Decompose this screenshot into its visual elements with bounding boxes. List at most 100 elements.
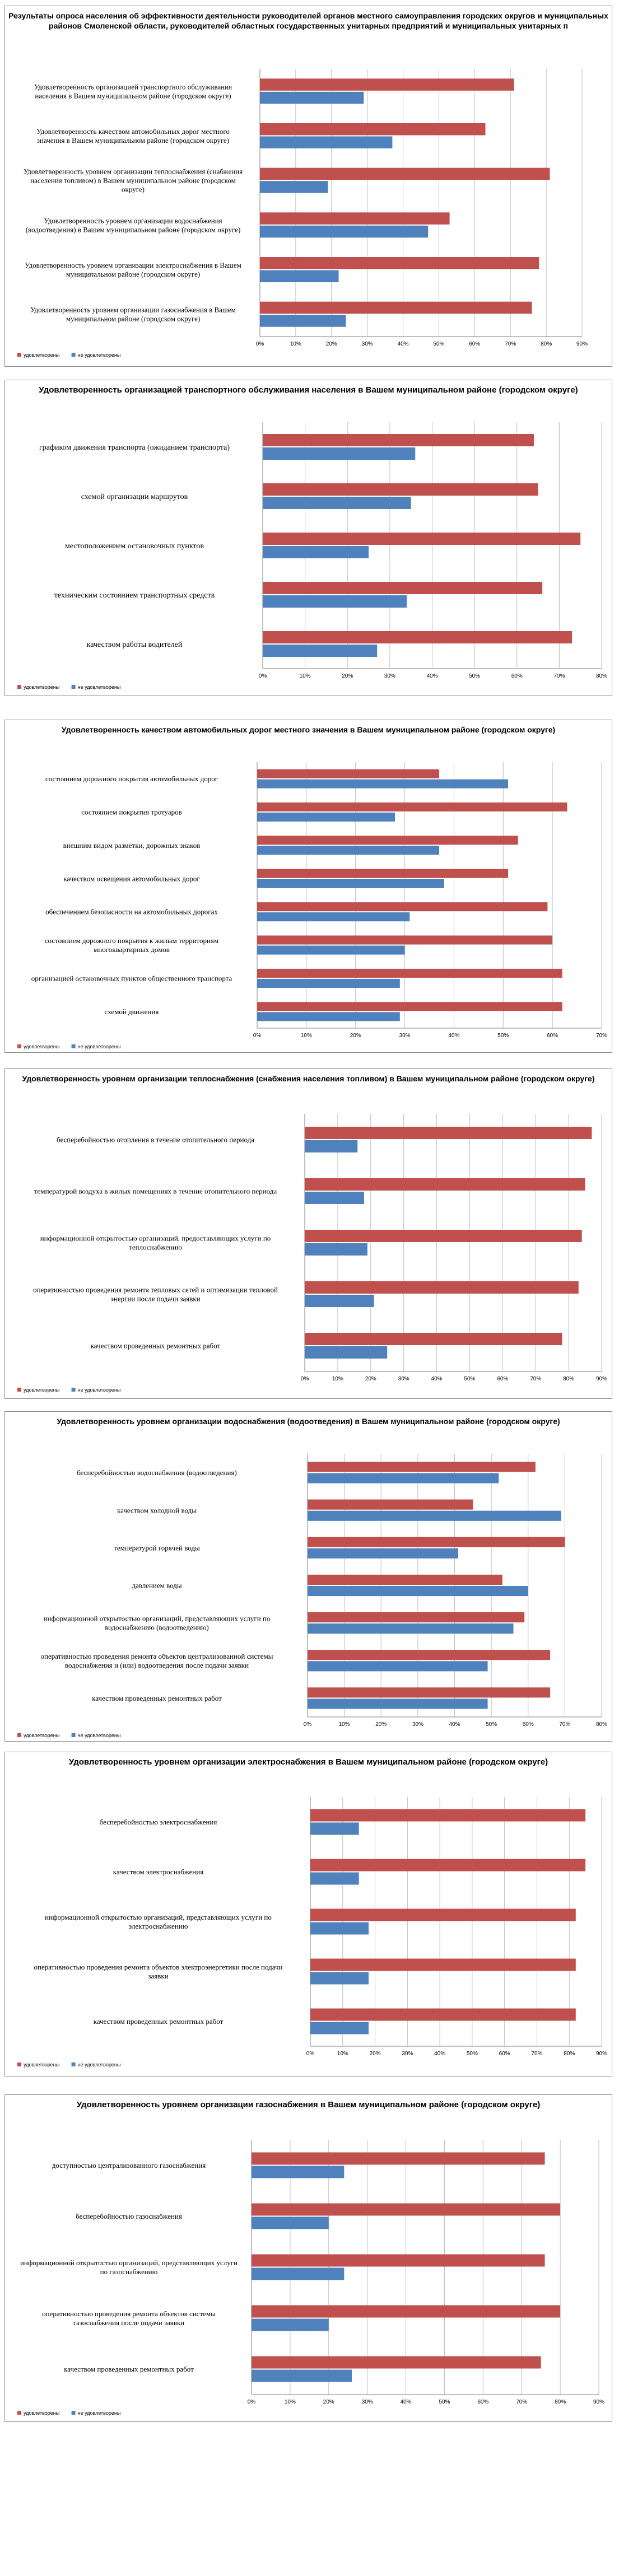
bar-satisfied bbox=[257, 802, 567, 812]
category-label: оперативностью проведения ремонта объект… bbox=[34, 1963, 283, 1980]
category-label: бесперебойностью отопления в течение ото… bbox=[57, 1136, 254, 1144]
category-label: бесперебойностью газоснабжения bbox=[76, 2212, 182, 2220]
bar-not-satisfied bbox=[310, 1972, 369, 1985]
bar-satisfied bbox=[310, 1809, 586, 1822]
bar-satisfied bbox=[257, 869, 509, 878]
bar-not-satisfied bbox=[252, 2369, 352, 2382]
bar-satisfied bbox=[252, 2305, 561, 2318]
x-tick-label: 80% bbox=[541, 341, 552, 347]
bar-not-satisfied bbox=[257, 945, 405, 955]
x-tick-label: 30% bbox=[402, 2051, 413, 2057]
bar-satisfied bbox=[308, 1574, 502, 1585]
x-tick-label: 0% bbox=[301, 1376, 309, 1382]
bar-satisfied bbox=[305, 1178, 585, 1191]
bar-not-satisfied bbox=[263, 497, 411, 509]
bar-satisfied bbox=[260, 212, 450, 225]
bar-not-satisfied bbox=[260, 181, 328, 193]
bar-satisfied bbox=[305, 1127, 592, 1139]
x-tick-label: 90% bbox=[593, 2399, 604, 2405]
category-label: техническим состоянием транспортных сред… bbox=[54, 591, 215, 600]
bar-not-satisfied bbox=[260, 136, 393, 149]
legend-label: не удовлетворены bbox=[78, 684, 121, 690]
category-label: информационной открытостью организаций, … bbox=[44, 1614, 271, 1632]
legend-label: удовлетворены bbox=[24, 1733, 59, 1738]
x-tick-label: 50% bbox=[497, 1033, 509, 1039]
x-tick-label: 10% bbox=[339, 1721, 350, 1728]
legend-label: удовлетворены bbox=[24, 1044, 59, 1049]
x-tick-label: 30% bbox=[412, 1721, 423, 1728]
category-label: температурой горячей воды bbox=[114, 1543, 200, 1552]
x-tick-label: 70% bbox=[505, 341, 516, 347]
legend-label: удовлетворены bbox=[24, 2062, 59, 2068]
bar-satisfied bbox=[260, 123, 486, 136]
x-tick-label: 20% bbox=[326, 341, 337, 347]
bar-not-satisfied bbox=[305, 1192, 364, 1204]
x-tick-label: 0% bbox=[259, 673, 267, 679]
bar-satisfied bbox=[257, 769, 440, 778]
bar-not-satisfied bbox=[305, 1140, 358, 1152]
bar-satisfied bbox=[260, 78, 514, 91]
x-tick-label: 20% bbox=[375, 1721, 387, 1728]
x-tick-label: 30% bbox=[399, 1033, 411, 1039]
x-tick-label: 70% bbox=[516, 2399, 527, 2405]
x-tick-label: 40% bbox=[449, 1721, 460, 1728]
x-tick-label: 80% bbox=[596, 1721, 607, 1728]
x-tick-label: 0% bbox=[304, 1721, 312, 1728]
bar-not-satisfied bbox=[263, 447, 416, 460]
bar-satisfied bbox=[252, 2356, 541, 2369]
bar-satisfied bbox=[305, 1333, 562, 1345]
bar-satisfied bbox=[260, 301, 532, 314]
category-label: оперативностью проведения ремонта объект… bbox=[40, 1652, 273, 1669]
bar-not-satisfied bbox=[257, 846, 440, 855]
x-tick-label: 0% bbox=[256, 341, 264, 347]
x-tick-label: 60% bbox=[547, 1033, 558, 1039]
x-tick-label: 60% bbox=[499, 2051, 510, 2057]
legend-label: не удовлетворены bbox=[78, 2062, 121, 2068]
legend-swatch bbox=[71, 1733, 76, 1737]
x-tick-label: 40% bbox=[431, 1376, 443, 1382]
x-tick-label: 70% bbox=[531, 2051, 542, 2057]
x-tick-label: 60% bbox=[523, 1721, 534, 1728]
bar-not-satisfied bbox=[252, 2166, 345, 2178]
legend-label: удовлетворены bbox=[24, 1387, 59, 1393]
legend-swatch bbox=[17, 1044, 21, 1048]
x-tick-label: 0% bbox=[253, 1033, 262, 1039]
bar-satisfied bbox=[308, 1650, 551, 1660]
x-tick-label: 40% bbox=[448, 1033, 459, 1039]
legend-swatch bbox=[17, 2062, 21, 2066]
x-tick-label: 40% bbox=[434, 2051, 445, 2057]
bar-satisfied bbox=[252, 2203, 561, 2216]
chart-svg: Удовлетворенность организацией транспорт… bbox=[17, 385, 607, 690]
category-label: информационной открытостью организаций, … bbox=[45, 1913, 272, 1930]
x-tick-label: 70% bbox=[559, 1721, 570, 1728]
bar-not-satisfied bbox=[257, 779, 509, 788]
bar-not-satisfied bbox=[310, 1872, 359, 1885]
bar-not-satisfied bbox=[310, 2022, 369, 2034]
x-tick-label: 30% bbox=[384, 673, 395, 679]
legend-label: не удовлетворены bbox=[78, 1733, 121, 1738]
chart-panel-electricity: Удовлетворенность уровнем организации эл… bbox=[4, 1752, 612, 2076]
bar-not-satisfied bbox=[308, 1661, 488, 1672]
bar-not-satisfied bbox=[252, 2267, 345, 2280]
x-tick-label: 50% bbox=[433, 341, 444, 347]
legend-swatch bbox=[17, 685, 21, 689]
chart-panel-overall: Результаты опроса населения об эффективн… bbox=[4, 6, 612, 367]
bar-not-satisfied bbox=[263, 645, 378, 657]
x-tick-label: 10% bbox=[337, 2051, 348, 2057]
category-label: организацией остановочных пунктов общест… bbox=[31, 974, 232, 982]
x-tick-label: 80% bbox=[555, 2399, 566, 2405]
x-tick-label: 90% bbox=[596, 2051, 607, 2057]
bar-not-satisfied bbox=[260, 91, 364, 104]
bar-not-satisfied bbox=[308, 1548, 459, 1558]
chart-svg: Удовлетворенность уровнем организации те… bbox=[17, 1074, 607, 1393]
bar-satisfied bbox=[310, 1958, 576, 1971]
legend-swatch bbox=[71, 685, 76, 689]
chart-title: Удовлетворенность уровнем организации те… bbox=[22, 1074, 595, 1083]
x-tick-label: 60% bbox=[511, 673, 523, 679]
bar-not-satisfied bbox=[308, 1623, 514, 1634]
bar-not-satisfied bbox=[260, 225, 429, 238]
x-tick-label: 60% bbox=[469, 341, 480, 347]
category-label: информационной открытостью организаций, … bbox=[40, 1234, 271, 1252]
bar-not-satisfied bbox=[257, 978, 400, 988]
category-label: качеством проведенных ремонтных работ bbox=[64, 2365, 194, 2373]
